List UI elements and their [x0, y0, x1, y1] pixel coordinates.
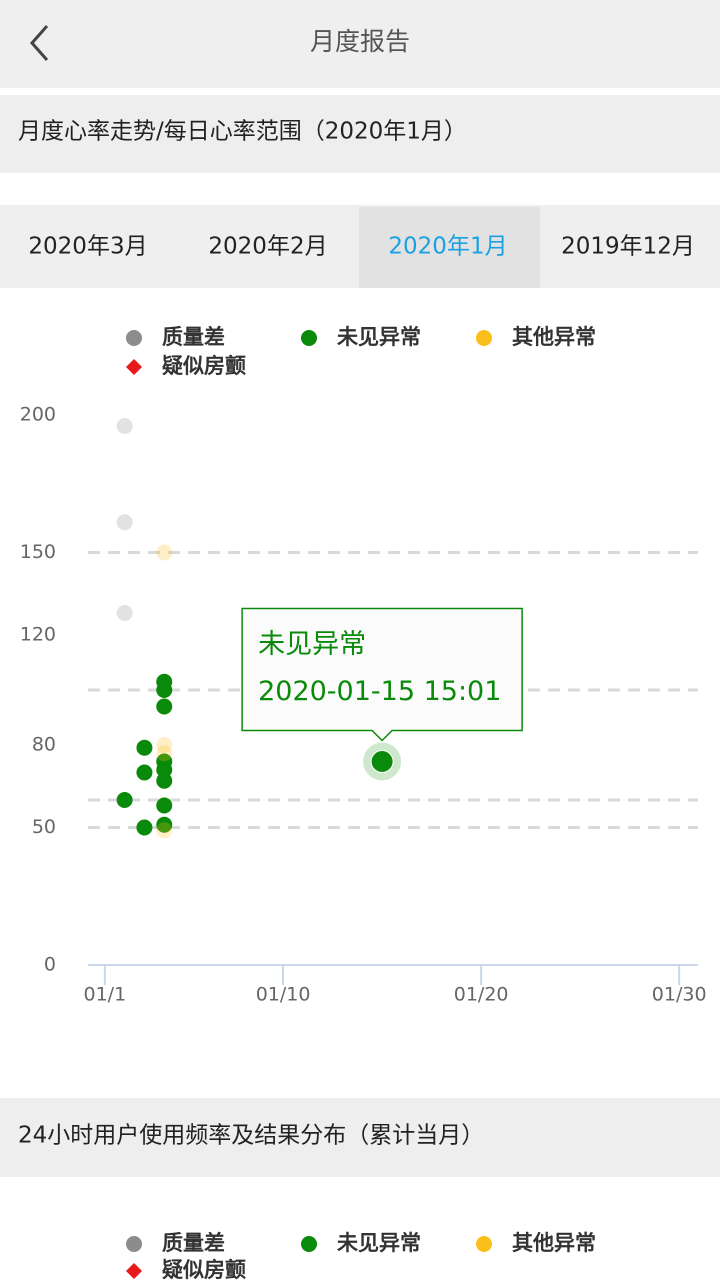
data-point [156, 737, 173, 753]
x-tick-label: 01/1 [83, 984, 126, 1006]
data-point [156, 761, 173, 778]
tab-selected-bg [359, 207, 540, 288]
header-title: 月度报告 [310, 27, 410, 56]
section-title: 月度心率走势/每日心率范围（2020年1月） [18, 119, 467, 145]
legend-marker [126, 1263, 142, 1279]
y-tick-label: 0 [44, 954, 56, 976]
data-point [116, 514, 133, 531]
x-tick-label: 01/10 [256, 984, 311, 1006]
legend-label: 其他异常 [512, 1231, 596, 1255]
data-point [136, 764, 153, 781]
data-point [116, 605, 133, 621]
legend-marker [476, 1236, 492, 1252]
data-point [156, 698, 173, 715]
y-tick-label: 150 [20, 541, 56, 563]
legend-label: 疑似房颤 [162, 1258, 246, 1280]
data-point [156, 816, 173, 833]
section-bar [0, 1098, 720, 1177]
legend-label: 其他异常 [512, 325, 596, 349]
legend-label: 未见异常 [337, 1231, 421, 1255]
section-title: 24小时用户使用频率及结果分布（累计当月） [18, 1123, 484, 1149]
legend-label: 未见异常 [337, 325, 421, 349]
data-point [156, 682, 173, 698]
data-point [156, 822, 173, 839]
legend-label: 质量差 [162, 325, 225, 349]
header-bar [0, 0, 720, 88]
x-tick-label: 01/30 [652, 984, 707, 1006]
y-tick-label: 120 [20, 624, 56, 646]
tab[interactable]: 2019年12月 [561, 234, 695, 260]
tab[interactable]: 2020年3月 [28, 234, 147, 260]
tooltip-text: 2020-01-15 15:01 [258, 676, 501, 707]
data-point [136, 739, 153, 756]
legend-marker [126, 330, 142, 346]
data-point [156, 544, 173, 561]
x-tick-label: 01/20 [454, 984, 509, 1006]
y-tick-label: 200 [20, 404, 56, 426]
data-point [156, 772, 173, 789]
tab[interactable]: 2020年1月 [388, 234, 507, 260]
data-point [136, 819, 153, 836]
legend-label: 质量差 [162, 1231, 225, 1255]
data-point [116, 792, 133, 808]
back-button[interactable] [29, 25, 49, 61]
data-point [156, 745, 173, 762]
tab[interactable]: 2020年2月 [208, 234, 327, 260]
legend-marker [126, 359, 142, 375]
section-bar [0, 95, 720, 173]
legend-marker [126, 1236, 142, 1252]
tooltip-title: 未见异常 [258, 629, 366, 660]
highlight-point [370, 750, 394, 773]
legend-label: 疑似房颤 [162, 354, 246, 378]
legend-marker [301, 1236, 317, 1252]
data-point [156, 797, 173, 814]
y-tick-label: 50 [32, 816, 56, 838]
tooltip-box [241, 607, 523, 742]
data-point [116, 418, 133, 434]
tabs: 2020年3月 2020年2月 2020年1月 2019年12月 [28, 207, 695, 288]
legend-marker [301, 330, 317, 346]
legend-marker [476, 330, 492, 346]
y-tick-label: 80 [32, 734, 56, 756]
